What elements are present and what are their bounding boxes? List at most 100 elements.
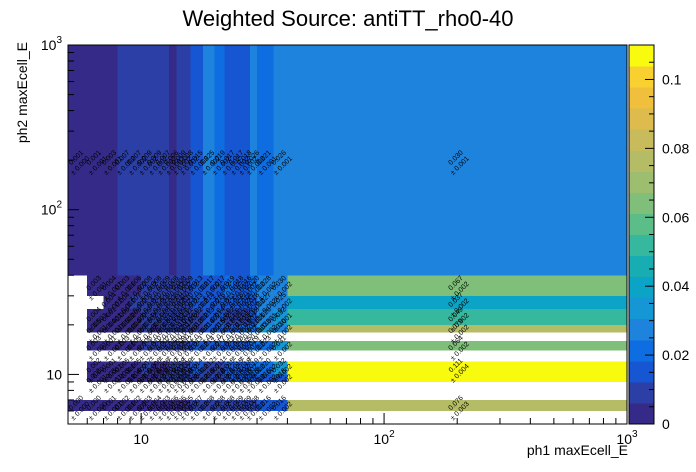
heatmap-cell [160,399,169,411]
colorbar-segment [629,318,654,341]
heatmap-cell [287,374,627,382]
heatmap-cell [117,374,131,382]
heatmap-cell [257,340,274,351]
heatmap-cell [273,399,288,411]
heatmap-cell [130,275,142,296]
heatmap-cell [176,374,184,382]
heatmap-cell [183,340,191,351]
heatmap-cell [214,374,225,382]
heatmap-cell [117,361,131,375]
heatmap-cell [241,361,250,375]
heatmap-cell [176,275,184,296]
heatmap-cell [151,340,161,351]
x-tick-exponent: 3 [632,429,638,440]
heatmap-cell [176,361,184,375]
heatmap-cell [168,340,177,351]
colorbar-segment [629,234,654,257]
y-tick-label: 103 [41,35,63,53]
colorbar-segment [629,339,654,362]
heatmap-cell [141,308,152,325]
heatmap-cell [183,374,191,382]
heatmap-cell [190,45,204,276]
heatmap-cell [183,295,191,309]
heatmap-cell [214,399,225,411]
chart-title: Weighted Source: antiTT_rho0-40 [183,6,514,31]
y-axis-label: ph2 maxEcell_E [14,42,30,143]
heatmap-cell [203,374,215,382]
heatmap-cell [224,275,234,296]
x-tick-label: 102 [373,429,395,447]
colorbar-segment [629,171,654,193]
heatmap-cell [68,324,88,333]
heatmap-cell [233,324,242,333]
heatmap-cell [249,295,258,309]
heatmap-cell [103,295,118,309]
heatmap-cell [160,340,169,351]
heatmap-cell [87,374,104,382]
y-tick-exponent: 3 [56,35,62,46]
y-tick-label: 10 [46,366,62,382]
heatmap-cell [117,308,131,325]
heatmap-cell [224,324,234,333]
heatmap-cell [249,324,258,333]
heatmap-cell [151,45,161,276]
heatmap-cell [273,324,288,333]
heatmap-cell [183,324,191,333]
heatmap-cell [117,275,131,296]
heatmap-cell [273,275,288,296]
colorbar-segment [629,108,654,130]
heatmap-cell [151,308,161,325]
heatmap-cell [214,275,225,296]
heatmap-cell [151,374,161,382]
heatmap-cell [68,399,88,411]
colorbar-segment [629,66,654,88]
heatmap-cell [68,295,88,309]
heatmap-cell [176,308,184,325]
heatmap-cell [160,295,169,309]
heatmap-cell [160,361,169,375]
heatmap-cell [233,295,242,309]
heatmap-cell [190,324,204,333]
colorbar-tick-label: 0.06 [662,209,689,225]
heatmap-cell [287,361,627,375]
heatmap-cell [87,275,104,296]
heatmap-cell [224,374,234,382]
plot-frame [67,44,628,425]
heatmap-cell [117,399,131,411]
colorbar-segment [629,381,654,404]
heatmap-cell [160,308,169,325]
heatmap-cell [233,361,242,375]
heatmap-cell [130,374,142,382]
heatmap-cell [117,340,131,351]
heatmap-cell [141,295,152,309]
colorbar-tick-label: 0.02 [662,347,689,363]
heatmap-cell [233,275,242,296]
heatmap-cell [273,340,288,351]
heatmap-cell [160,324,169,333]
heatmap-cell [117,45,131,276]
heatmap-cell [141,374,152,382]
color-scale-bar: 0 0.02 0.04 0.06 0.08 0.1 [628,44,689,432]
heatmap-cell [224,295,234,309]
heatmap-cell [103,340,118,351]
heatmap-cell [287,45,627,276]
heatmap-cell [214,308,225,325]
heatmap-cell [233,340,242,351]
heatmap-cell [224,399,234,411]
heatmap-cell [68,275,88,296]
heatmap-cell [141,324,152,333]
heatmap-cell [190,308,204,325]
heatmap-cell [176,45,184,276]
heatmap-cell [68,340,88,351]
heatmap-cell [130,340,142,351]
heatmap-cell [257,324,274,333]
heatmap-cell [68,361,88,375]
heatmap-cell [160,374,169,382]
heatmap-cell [103,361,118,375]
heatmap-cell [241,308,250,325]
colorbar-segment [629,276,654,299]
heatmap-cell [257,361,274,375]
heatmap-cell [141,45,152,276]
heatmap-cell [176,399,184,411]
